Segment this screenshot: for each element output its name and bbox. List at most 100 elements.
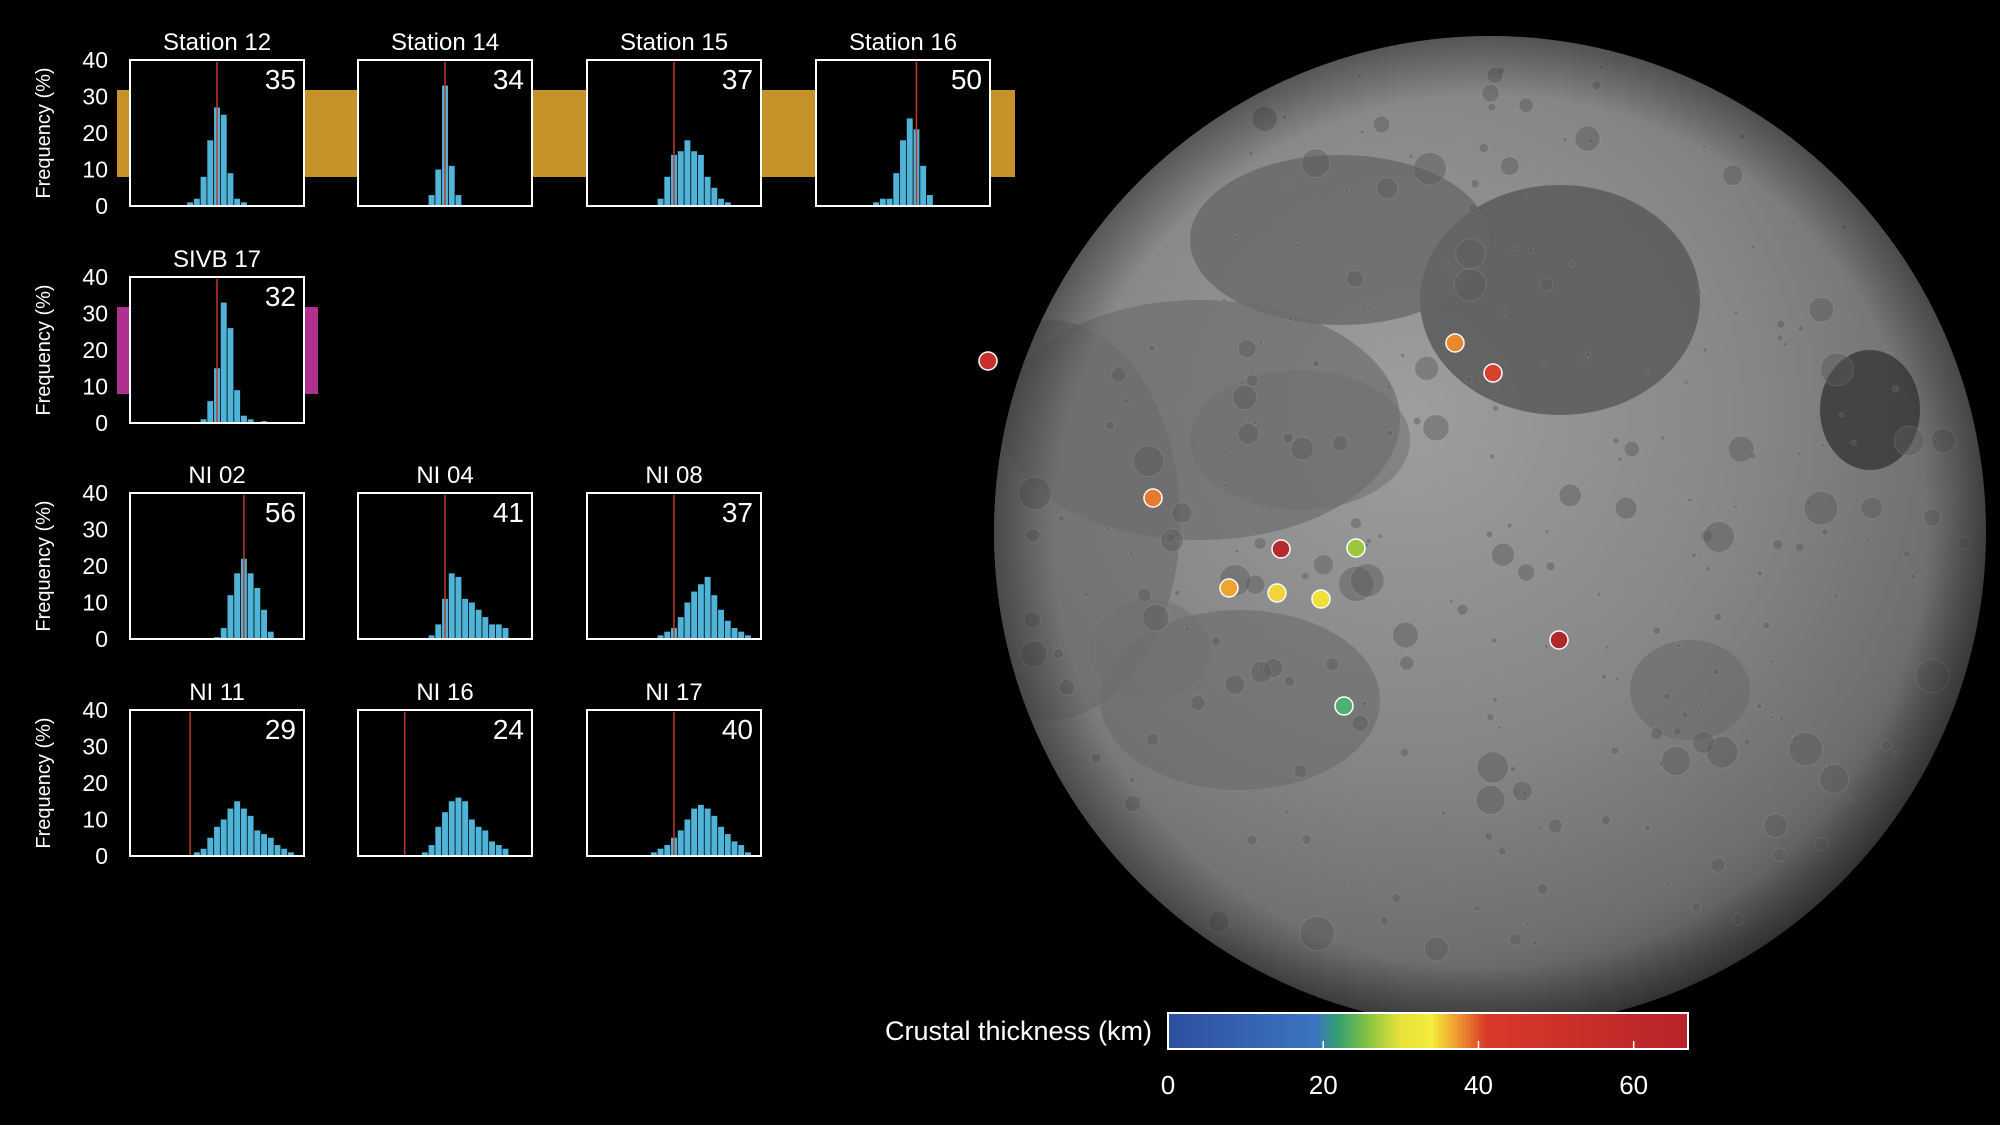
panel-frame — [357, 492, 533, 640]
colorbar-tick-label: 60 — [1619, 1070, 1648, 1100]
histogram-bar — [724, 834, 731, 856]
map-station-marker — [978, 351, 998, 371]
histogram-bar — [502, 848, 509, 856]
histogram-bar — [247, 573, 254, 639]
histogram-bar — [900, 140, 906, 206]
histogram-bar — [691, 151, 698, 206]
colorbar-tick-label: 20 — [1309, 1070, 1338, 1100]
histogram-bar — [207, 401, 214, 423]
panel-value-label: 37 — [722, 497, 753, 528]
panel-frame — [586, 709, 762, 857]
y-tick-label: 40 — [82, 697, 108, 723]
histogram-bar — [886, 198, 893, 206]
y-axis: 0 10 20 30 40 Frequency (%) — [33, 264, 108, 436]
panel-title: NI 04 — [416, 462, 473, 489]
y-axis-label: Frequency (%) — [33, 500, 55, 631]
histogram-bar — [482, 830, 489, 856]
histogram-bar — [220, 302, 227, 423]
histogram-bar — [435, 624, 442, 639]
histogram-bar — [697, 154, 704, 206]
y-tick-label: 0 — [95, 410, 108, 436]
panel-frame — [129, 59, 305, 207]
panel-value-label: 56 — [265, 497, 296, 528]
panel-title: NI 16 — [416, 679, 473, 706]
histogram-bar — [227, 595, 234, 639]
connector-band — [304, 307, 318, 394]
map-station-marker — [1143, 488, 1163, 508]
panel-value-label: 24 — [493, 714, 524, 745]
histogram-bar — [657, 198, 664, 206]
histogram-bar — [234, 390, 241, 423]
histogram-panel: NI 17 40 — [586, 679, 762, 857]
histogram-bar — [468, 819, 475, 856]
histogram-bar — [220, 628, 227, 639]
y-tick-label: 30 — [82, 84, 108, 110]
y-tick-label: 30 — [82, 517, 108, 543]
histogram-bar — [428, 635, 435, 639]
y-tick-label: 40 — [82, 47, 108, 73]
panel-title: Station 15 — [620, 29, 728, 56]
y-tick-label: 30 — [82, 734, 108, 760]
histogram-bar — [731, 628, 738, 639]
histogram-bar — [718, 609, 724, 639]
y-tick-label: 0 — [95, 843, 108, 869]
histogram-panel: NI 16 24 — [357, 679, 533, 857]
histogram-bar — [254, 587, 261, 639]
panel-frame — [586, 492, 762, 640]
histogram-bar — [711, 815, 718, 856]
y-tick-label: 20 — [82, 120, 108, 146]
histogram-bar — [435, 169, 442, 206]
histogram-bar — [684, 602, 691, 639]
histogram-bar — [207, 837, 214, 856]
panel-value-label: 50 — [951, 64, 982, 95]
histogram-bar — [240, 415, 247, 423]
map-station-marker — [1271, 539, 1291, 559]
histogram-bar — [234, 573, 241, 639]
histogram-bar — [240, 808, 247, 856]
histogram-bar — [200, 419, 207, 423]
panel-title: NI 17 — [645, 679, 702, 706]
histogram-bar — [448, 573, 455, 639]
histogram-bar — [247, 419, 254, 423]
histogram-bar — [200, 848, 207, 856]
panel-title: NI 11 — [189, 679, 245, 706]
histogram-bar — [187, 202, 194, 206]
histogram-bar — [704, 808, 711, 856]
histogram-bar — [697, 584, 704, 639]
histogram-bar — [704, 176, 711, 206]
histogram-bar — [731, 841, 738, 856]
panel-frame — [586, 59, 762, 207]
histogram-bar — [240, 202, 247, 206]
histogram-bar — [724, 620, 731, 639]
panel-title: NI 08 — [645, 462, 702, 489]
colorbar-tick-label: 0 — [1161, 1070, 1175, 1100]
histogram-bar — [455, 797, 462, 856]
colorbar-gradient — [1167, 1012, 1689, 1050]
histogram-bar — [495, 845, 502, 856]
y-tick-label: 40 — [82, 480, 108, 506]
histogram-bar — [920, 165, 927, 206]
panel-frame — [129, 709, 305, 857]
histogram-panel: NI 02 56 — [129, 462, 305, 640]
histogram-bar — [227, 173, 234, 206]
histogram-bar — [502, 628, 509, 639]
histogram-bar — [906, 118, 913, 206]
y-axis: 0 10 20 30 40 Frequency (%) — [33, 697, 108, 869]
histogram-bar — [227, 328, 234, 423]
histogram-bar — [200, 176, 207, 206]
histogram-bar — [664, 631, 671, 639]
histogram-bar — [247, 815, 254, 856]
colorbar: Crustal thickness (km) 0 20 40 60 — [885, 1012, 1689, 1100]
histogram-bar — [267, 631, 274, 639]
histogram-bar — [711, 595, 718, 639]
map-station-marker — [1334, 696, 1354, 716]
connector-band — [117, 307, 130, 394]
connector-band — [532, 90, 587, 177]
y-tick-label: 10 — [82, 157, 108, 183]
histogram-bar — [448, 801, 455, 856]
histogram-bar — [489, 841, 495, 856]
histogram-panel: Station 15 37 — [586, 29, 762, 207]
histogram-panel: NI 11 29 — [129, 679, 305, 857]
panel-title: SIVB 17 — [173, 246, 261, 273]
histogram-bar — [691, 808, 698, 856]
